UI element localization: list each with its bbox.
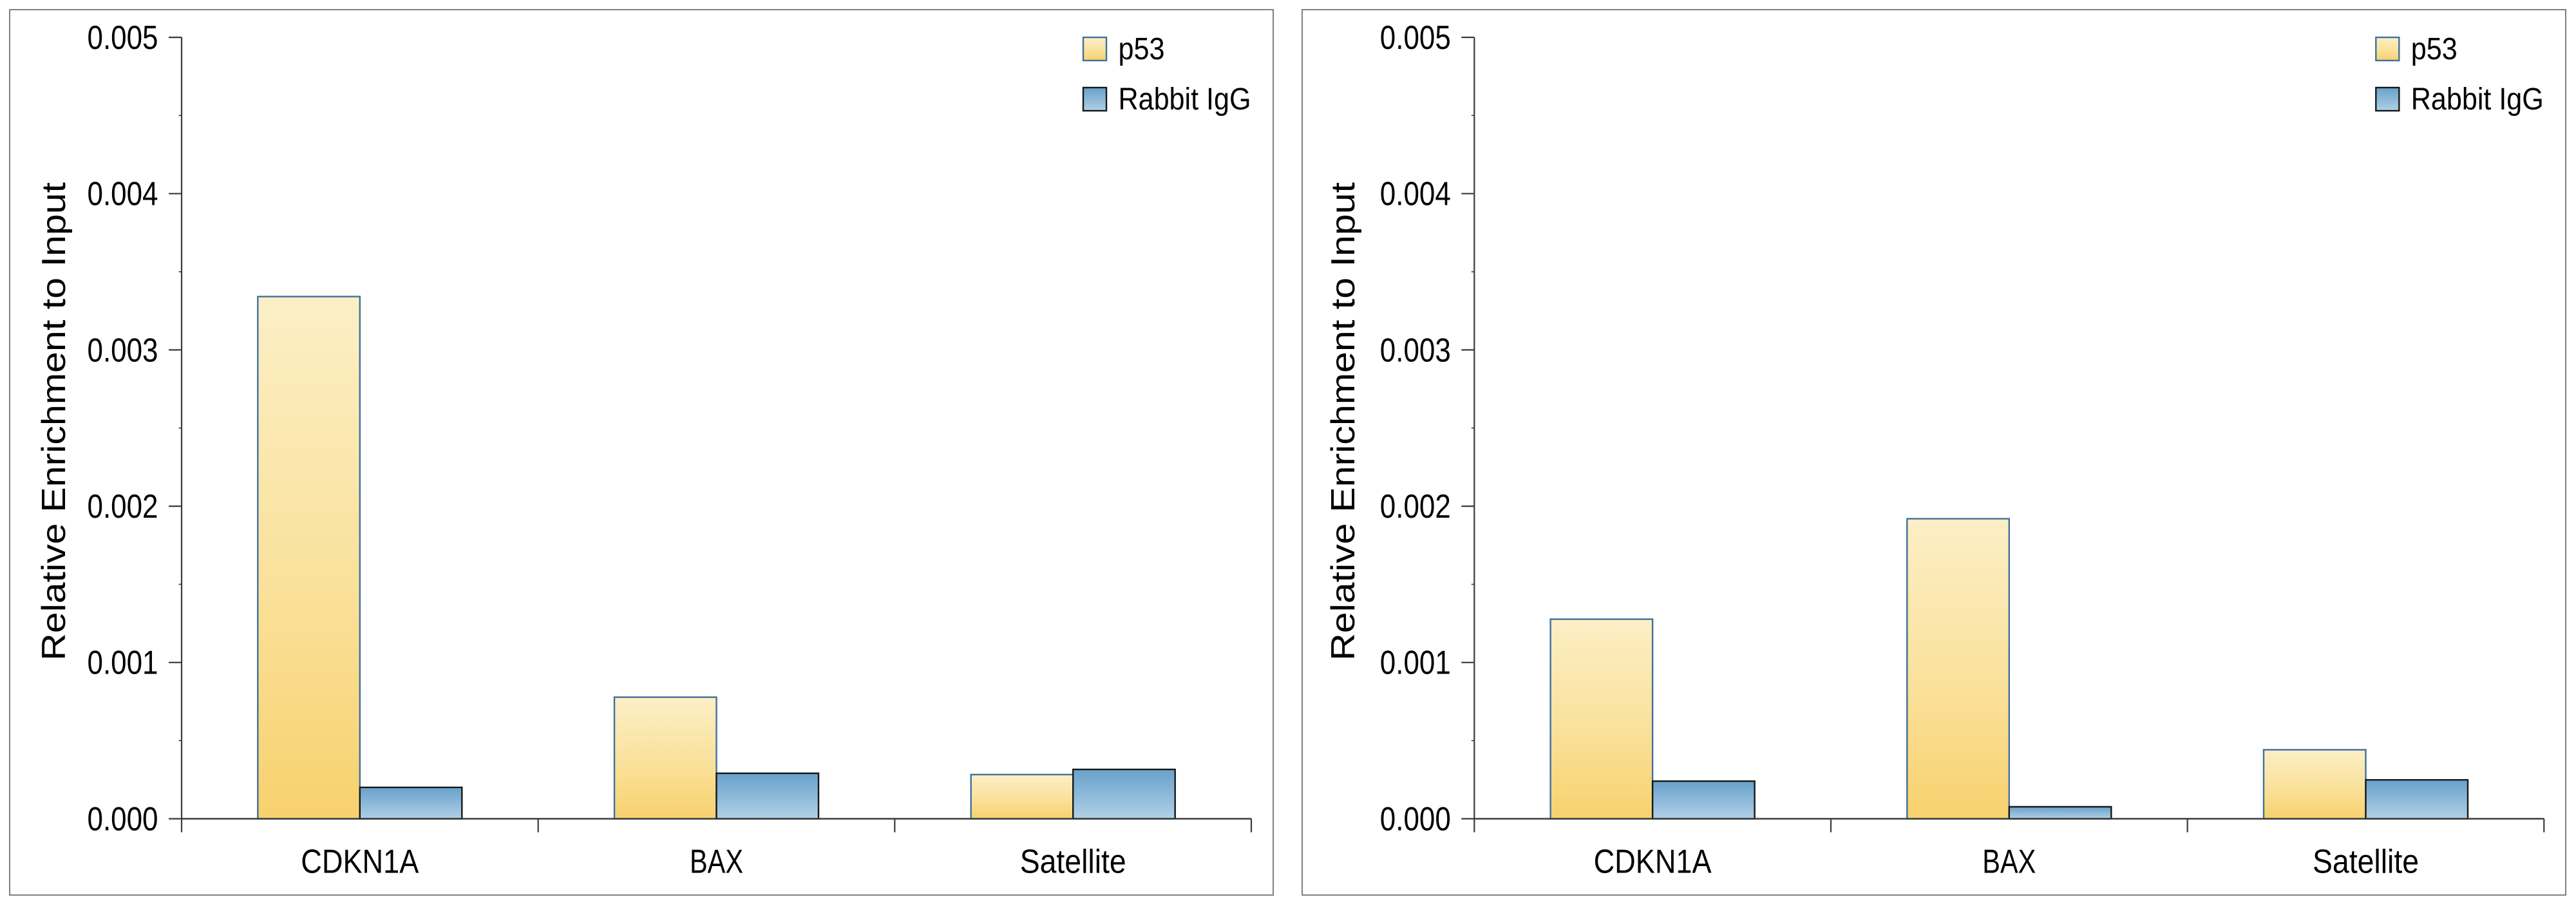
svg-text:0.004: 0.004: [88, 176, 158, 213]
svg-text:0.003: 0.003: [1380, 332, 1451, 369]
svg-text:0.001: 0.001: [1380, 645, 1451, 682]
svg-text:BAX: BAX: [690, 844, 743, 881]
svg-text:p53: p53: [2411, 32, 2458, 66]
svg-text:Rabbit IgG: Rabbit IgG: [2411, 82, 2544, 117]
svg-text:Satellite: Satellite: [1020, 844, 1126, 881]
svg-text:0.000: 0.000: [88, 800, 158, 838]
svg-text:BAX: BAX: [1982, 844, 2036, 881]
svg-text:p53: p53: [1119, 32, 1165, 66]
svg-text:0.004: 0.004: [1380, 176, 1451, 213]
svg-text:Satellite: Satellite: [2313, 844, 2419, 881]
svg-text:Relative Enrichment to Input: Relative Enrichment to Input: [35, 182, 73, 661]
svg-text:0.002: 0.002: [1380, 488, 1451, 525]
svg-text:0.001: 0.001: [88, 645, 158, 682]
svg-text:0.005: 0.005: [88, 19, 158, 57]
svg-text:CDKN1A: CDKN1A: [1594, 844, 1712, 881]
svg-text:CDKN1A: CDKN1A: [301, 844, 419, 881]
svg-text:Rabbit IgG: Rabbit IgG: [1119, 82, 1251, 117]
svg-text:0.002: 0.002: [88, 488, 158, 525]
svg-text:0.000: 0.000: [1380, 800, 1451, 838]
svg-text:0.003: 0.003: [88, 332, 158, 369]
svg-text:0.005: 0.005: [1380, 19, 1451, 57]
svg-text:Relative Enrichment to Input: Relative Enrichment to Input: [1325, 182, 1362, 661]
